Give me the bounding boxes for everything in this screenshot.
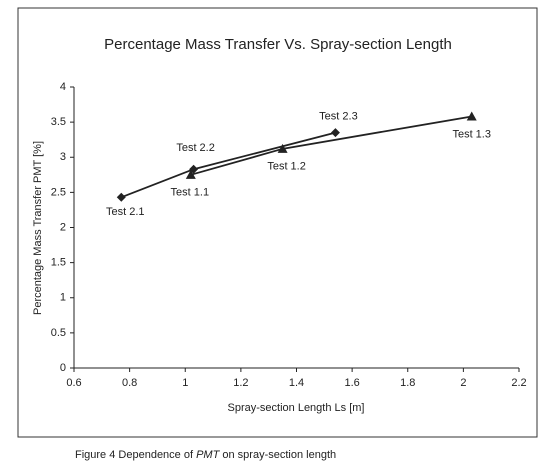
caption-emphasis: PMT [196, 449, 221, 461]
y-tick-label: 0.5 [51, 327, 66, 339]
series-line [190, 115, 472, 176]
y-tick-label: 3.5 [51, 116, 66, 128]
point-label: Test 1.3 [452, 128, 491, 140]
data-point [466, 111, 477, 121]
x-tick-label: 2.2 [511, 377, 526, 389]
point-label: Test 2.2 [176, 142, 215, 154]
y-tick-label: 0 [60, 362, 66, 374]
caption-text: Figure 4 Dependence of [75, 449, 196, 461]
x-tick-label: 1.6 [344, 377, 359, 389]
x-tick-label: 2 [460, 377, 466, 389]
data-point [277, 143, 288, 153]
data-point [185, 169, 196, 179]
x-tick-label: 1 [182, 377, 188, 389]
y-axis-label: Percentage Mass Transfer PMT [%] [32, 141, 44, 315]
x-tick-label: 1.4 [289, 377, 304, 389]
y-tick-label: 4 [60, 81, 66, 93]
caption: Figure 4 Dependence of PMT on spray-sect… [75, 449, 336, 461]
chart-title: Percentage Mass Transfer Vs. Spray-secti… [104, 36, 452, 53]
y-tick-label: 2.5 [51, 186, 66, 198]
x-tick-label: 1.8 [400, 377, 415, 389]
point-label: Test 1.1 [171, 187, 210, 199]
point-label: Test 2.3 [319, 111, 358, 123]
x-axis-label: Spray-section Length Ls [m] [228, 402, 365, 414]
x-tick-label: 0.6 [66, 377, 81, 389]
point-label: Test 2.1 [106, 206, 145, 218]
x-tick-label: 1.2 [233, 377, 248, 389]
data-point [116, 192, 126, 202]
y-tick-label: 1.5 [51, 257, 66, 269]
point-label: Test 1.2 [267, 161, 306, 173]
y-tick-label: 3 [60, 151, 66, 163]
y-tick-label: 2 [60, 221, 66, 233]
x-tick-label: 0.8 [122, 377, 137, 389]
data-point [330, 128, 340, 138]
y-tick-label: 1 [60, 292, 66, 304]
caption-text: on spray-section length [219, 449, 336, 461]
chart-frame [17, 7, 538, 438]
